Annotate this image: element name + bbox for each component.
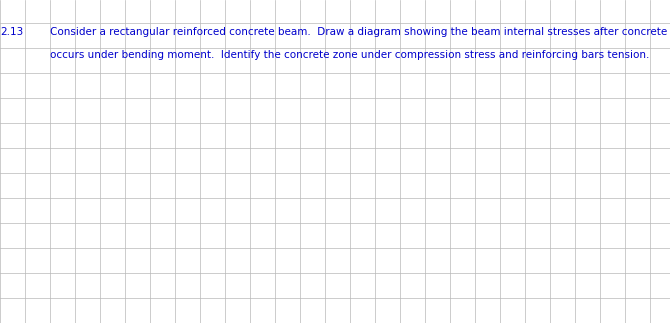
Text: Consider a rectangular reinforced concrete beam.  Draw a diagram showing the bea: Consider a rectangular reinforced concre… [50, 27, 670, 37]
Text: 2.13: 2.13 [0, 27, 23, 37]
Text: occurs under bending moment.  Identify the concrete zone under compression stres: occurs under bending moment. Identify th… [50, 50, 650, 60]
